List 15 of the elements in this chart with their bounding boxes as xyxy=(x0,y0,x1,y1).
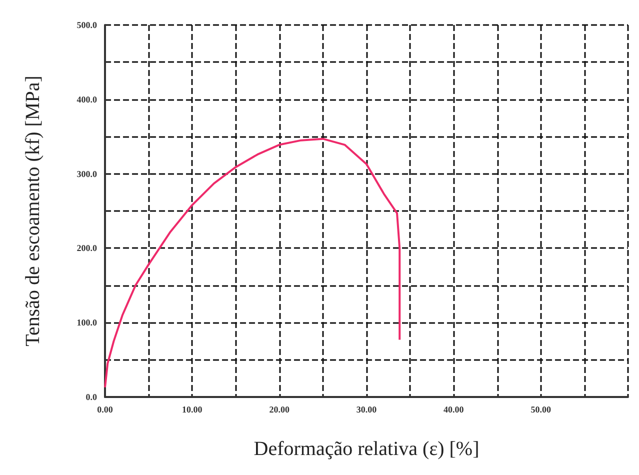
y-tick-label: 200.0 xyxy=(76,243,98,254)
y-tick-label: 0.0 xyxy=(86,392,98,402)
x-tick-label: 10.00 xyxy=(182,404,203,414)
line-series xyxy=(104,138,401,388)
x-tick-label: 0.00 xyxy=(97,404,114,414)
y-tick-label: 300.0 xyxy=(76,168,98,179)
x-tick-label: 20.00 xyxy=(269,404,290,414)
y-tick-label: 100.0 xyxy=(76,318,98,328)
x-axis-title: Deformação relativa (ε) [%] xyxy=(254,438,480,460)
x-tick-label: 50.00 xyxy=(530,404,552,414)
y-axis-title: Tensão de escoamento (kf) [MPa] xyxy=(22,76,44,346)
y-tick-label: 500.0 xyxy=(76,20,98,30)
y-tick-label: 400.0 xyxy=(76,94,98,104)
x-tick-label: 30.00 xyxy=(356,404,378,414)
x-tick-label: 40.00 xyxy=(444,404,464,414)
